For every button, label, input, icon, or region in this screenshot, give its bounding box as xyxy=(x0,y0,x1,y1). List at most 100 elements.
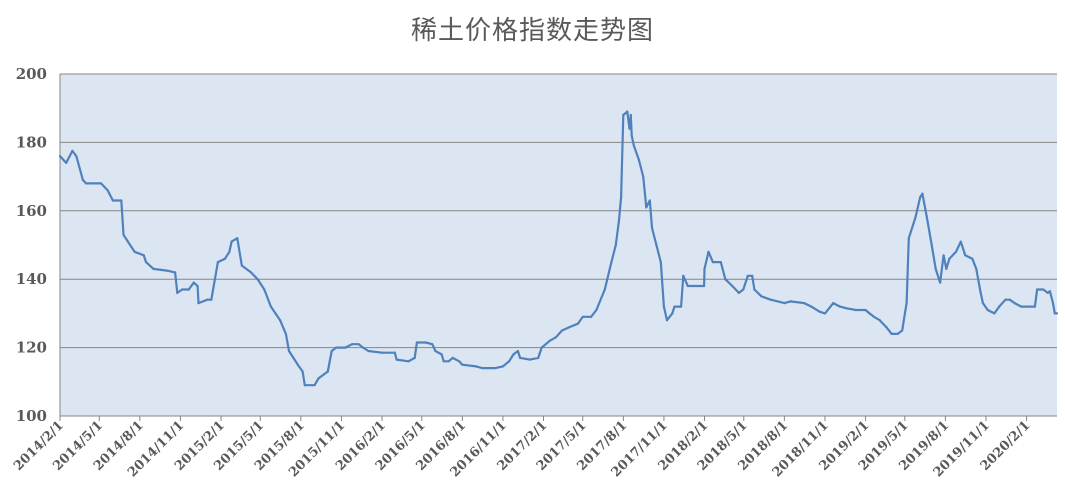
data-point xyxy=(964,254,967,257)
data-point xyxy=(58,155,62,158)
data-point xyxy=(206,298,209,301)
data-point xyxy=(516,349,520,353)
data-point xyxy=(614,243,617,247)
data-point xyxy=(1027,305,1030,308)
data-point xyxy=(581,315,584,318)
data-point xyxy=(942,254,945,257)
data-point xyxy=(620,196,623,199)
data-point xyxy=(610,261,613,264)
data-point xyxy=(746,274,749,277)
data-point xyxy=(344,346,347,349)
data-point xyxy=(617,220,621,223)
data-point xyxy=(1013,302,1016,305)
data-point xyxy=(240,264,243,267)
data-point xyxy=(907,237,910,240)
y-tick-label: 160 xyxy=(16,202,47,220)
data-point xyxy=(236,237,239,240)
data-point xyxy=(1055,312,1059,315)
data-point xyxy=(1033,305,1036,308)
data-point xyxy=(719,261,722,264)
data-point xyxy=(357,343,360,346)
data-point xyxy=(287,349,291,353)
data-point xyxy=(176,291,179,294)
data-point xyxy=(519,356,522,359)
data-point xyxy=(854,308,857,312)
data-point xyxy=(979,291,982,294)
data-point xyxy=(711,261,715,264)
chart-title: 稀土价格指数走势图 xyxy=(410,16,654,46)
data-point xyxy=(187,288,190,291)
data-point xyxy=(560,329,564,332)
data-point xyxy=(197,302,200,305)
data-point xyxy=(901,329,904,332)
data-point xyxy=(1046,291,1049,294)
data-point xyxy=(648,199,651,202)
data-point xyxy=(959,240,962,243)
y-tick-label: 180 xyxy=(16,133,47,151)
data-point xyxy=(914,216,917,219)
data-point xyxy=(864,308,867,312)
data-point xyxy=(1020,305,1023,308)
data-point xyxy=(993,312,996,315)
data-point xyxy=(629,113,632,117)
data-point xyxy=(673,305,676,308)
data-point xyxy=(1008,298,1011,301)
data-point xyxy=(84,182,88,185)
data-point xyxy=(662,305,666,308)
data-point xyxy=(330,349,333,353)
data-point xyxy=(75,155,78,158)
data-point xyxy=(878,319,881,322)
data-point xyxy=(637,158,640,161)
data-point xyxy=(975,267,978,270)
data-point xyxy=(1042,288,1045,291)
data-point xyxy=(481,367,484,370)
data-point xyxy=(896,332,899,335)
data-point xyxy=(537,356,540,359)
data-point xyxy=(263,288,266,291)
data-point xyxy=(934,267,937,270)
data-point xyxy=(174,271,177,274)
data-point xyxy=(230,240,233,243)
data-point xyxy=(930,243,933,247)
data-point xyxy=(196,284,199,288)
data-point xyxy=(905,302,908,305)
data-point xyxy=(256,278,259,281)
data-point xyxy=(628,127,631,130)
data-point xyxy=(284,332,287,335)
data-point xyxy=(122,233,125,236)
data-point xyxy=(707,250,710,253)
data-point xyxy=(395,358,398,361)
data-point xyxy=(501,365,504,368)
data-point xyxy=(99,182,103,185)
data-point xyxy=(645,206,648,209)
data-point xyxy=(81,178,84,182)
data-point xyxy=(461,363,464,366)
data-point xyxy=(442,360,445,363)
data-point xyxy=(971,257,974,260)
data-point xyxy=(632,144,636,147)
y-tick-label: 200 xyxy=(16,65,47,83)
data-point xyxy=(731,284,734,288)
data-point xyxy=(753,288,756,291)
data-point xyxy=(548,339,551,342)
data-point xyxy=(680,305,683,308)
data-point xyxy=(228,250,231,253)
data-point xyxy=(340,346,343,349)
data-point xyxy=(626,110,629,113)
data-point xyxy=(568,326,571,329)
data-point xyxy=(223,257,227,260)
data-point xyxy=(630,134,633,137)
data-point xyxy=(106,189,109,192)
data-point xyxy=(810,305,813,308)
data-point xyxy=(1004,298,1007,301)
data-point xyxy=(540,346,543,349)
data-point xyxy=(249,271,253,274)
data-point xyxy=(313,384,316,387)
data-point xyxy=(622,113,625,117)
data-point xyxy=(317,377,320,380)
y-tick-label: 100 xyxy=(16,407,47,425)
data-point xyxy=(671,312,674,315)
data-point xyxy=(724,278,727,281)
data-point xyxy=(590,315,593,318)
